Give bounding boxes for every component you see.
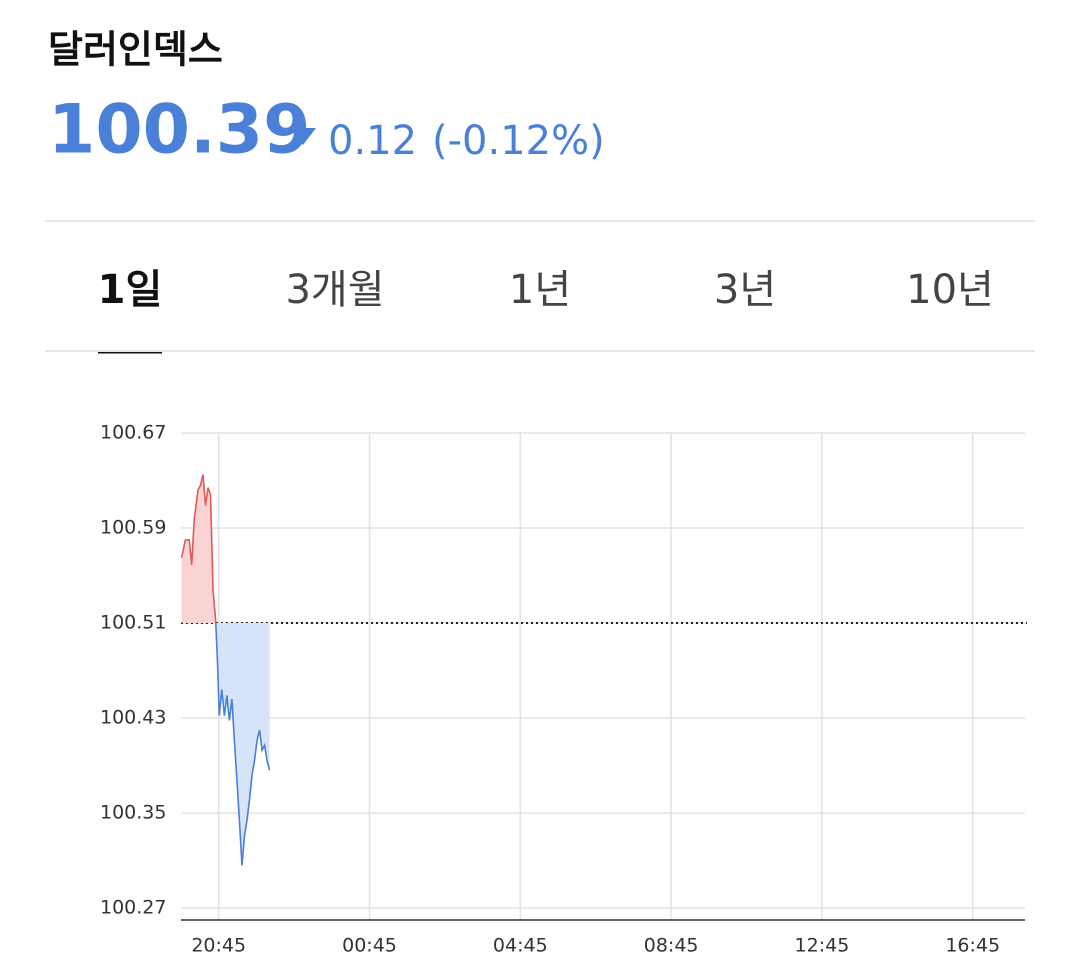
x-tick-label: 20:45	[191, 935, 246, 957]
down-arrow	[290, 128, 316, 145]
chart: 100.27 100.35 100.43 100.51 100.59 100.67 20:4…	[100, 422, 1027, 957]
y-tick-label: 100.35	[100, 802, 166, 824]
y-tick-label: 100.59	[100, 517, 166, 539]
line	[180, 474, 217, 624]
x-tick-label: 12:45	[795, 935, 850, 957]
tab[interactable]: 10년	[906, 267, 994, 313]
tab[interactable]: 1일	[98, 267, 163, 313]
y-tick-label: 100.51	[100, 612, 166, 634]
area	[181, 474, 216, 624]
x-tick-label: 04:45	[493, 935, 548, 957]
y-tick-label: 100.27	[100, 897, 166, 919]
tab[interactable]: 3개월	[285, 267, 384, 313]
y-tick-label: 100.67	[100, 422, 166, 444]
tab[interactable]: 1년	[509, 267, 571, 313]
change: 0.12	[328, 118, 417, 164]
price: 100.39	[48, 91, 310, 170]
line	[214, 623, 271, 866]
change-percent: (-0.12%)	[432, 118, 605, 164]
area	[181, 623, 270, 866]
x-tick-label: 00:45	[342, 935, 397, 957]
x-tick-label: 08:45	[644, 935, 699, 957]
y-tick-label: 100.43	[100, 707, 166, 729]
x-tick-label: 16:45	[945, 935, 1000, 957]
title: 달러인덱스	[48, 28, 223, 72]
tabs: 1일 3개월 1년 3년 10년	[98, 267, 994, 354]
tab[interactable]: 3년	[714, 267, 776, 313]
